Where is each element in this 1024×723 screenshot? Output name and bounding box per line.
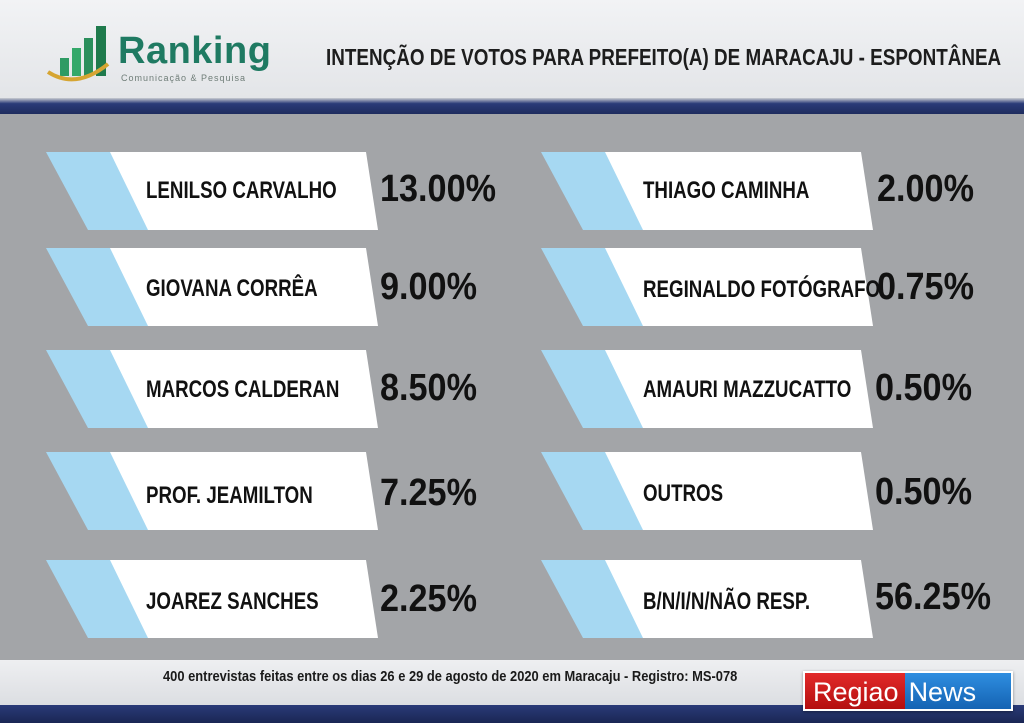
- candidate-row: B/N/I/N/NÃO RESP. 56.25%: [535, 552, 1015, 642]
- candidate-percentage: 7.25%: [380, 472, 477, 514]
- candidate-name: OUTROS: [643, 480, 724, 507]
- candidate-name: LENILSO CARVALHO: [146, 177, 337, 204]
- candidate-row: REGINALDO FOTÓGRAFO 0.75%: [535, 240, 1015, 330]
- row-banner: [46, 560, 378, 638]
- row-banner: [46, 350, 378, 428]
- watermark-part-regiao: Regiao: [805, 673, 905, 709]
- regiao-news-watermark: Regiao News: [803, 671, 1013, 711]
- row-banner: [541, 152, 873, 230]
- header-divider-band: [0, 98, 1024, 114]
- candidate-percentage: 2.00%: [877, 168, 974, 210]
- row-banner: [541, 560, 873, 638]
- row-banner: [541, 350, 873, 428]
- brand-subtitle: Comunicação & Pesquisa: [121, 73, 247, 83]
- candidate-row: JOAREZ SANCHES 2.25%: [40, 552, 520, 642]
- header-background: [0, 0, 1024, 98]
- candidate-row: GIOVANA CORRÊA 9.00%: [40, 240, 520, 330]
- candidate-row: THIAGO CAMINHA 2.00%: [535, 144, 1015, 234]
- candidate-row: PROF. JEAMILTON 7.25%: [40, 444, 520, 534]
- candidate-row: OUTROS 0.50%: [535, 444, 1015, 534]
- candidate-percentage: 0.75%: [877, 266, 974, 308]
- candidate-row: LENILSO CARVALHO 13.00%: [40, 144, 520, 234]
- survey-footnote: 400 entrevistas feitas entre os dias 26 …: [163, 668, 738, 685]
- bar-chart-logo-icon: [46, 26, 110, 82]
- candidate-percentage: 9.00%: [380, 266, 477, 308]
- ranking-logo: Ranking Comunicação & Pesquisa: [46, 24, 276, 86]
- row-banner: [541, 452, 873, 530]
- page-title: INTENÇÃO DE VOTOS PARA PREFEITO(A) DE MA…: [326, 44, 1002, 70]
- candidate-percentage: 13.00%: [380, 168, 497, 210]
- candidate-percentage: 0.50%: [875, 367, 972, 409]
- candidate-row: MARCOS CALDERAN 8.50%: [40, 342, 520, 432]
- candidate-row: AMAURI MAZZUCATTO 0.50%: [535, 342, 1015, 432]
- row-banner: [46, 452, 378, 530]
- row-banner: [46, 152, 378, 230]
- candidate-percentage: 2.25%: [380, 578, 477, 620]
- candidate-name: REGINALDO FOTÓGRAFO: [643, 276, 881, 303]
- candidate-name: GIOVANA CORRÊA: [146, 275, 318, 302]
- row-banner: [541, 248, 873, 326]
- watermark-part-news: News: [904, 673, 1011, 709]
- footer-divider-band: [0, 705, 1024, 723]
- row-banner: [46, 248, 378, 326]
- candidate-name: AMAURI MAZZUCATTO: [643, 376, 852, 403]
- candidate-percentage: 56.25%: [875, 576, 992, 618]
- candidate-name: JOAREZ SANCHES: [146, 588, 319, 615]
- candidate-name: MARCOS CALDERAN: [146, 376, 340, 403]
- candidate-name: B/N/I/N/NÃO RESP.: [643, 588, 811, 615]
- candidate-name: THIAGO CAMINHA: [643, 177, 810, 204]
- candidate-name: PROF. JEAMILTON: [146, 482, 313, 509]
- candidate-percentage: 0.50%: [875, 471, 972, 513]
- brand-name: Ranking: [118, 30, 272, 72]
- candidate-percentage: 8.50%: [380, 367, 477, 409]
